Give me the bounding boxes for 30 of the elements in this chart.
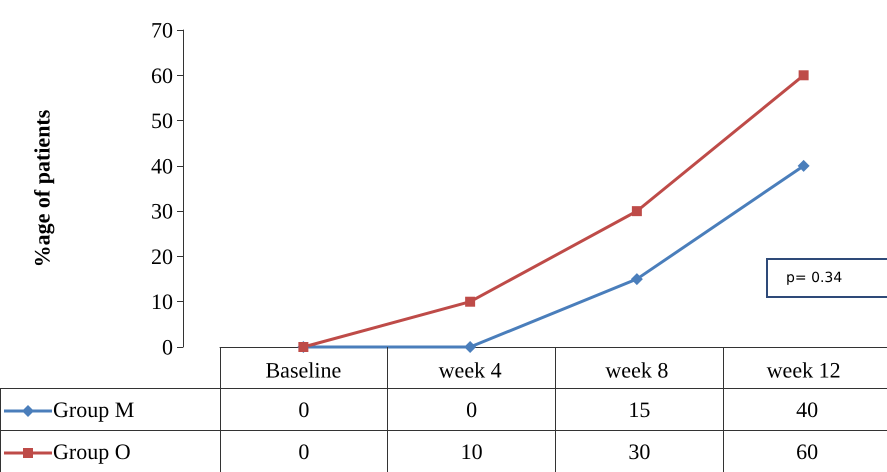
point (632, 206, 642, 216)
point (464, 341, 476, 353)
y-tick-label: 60 (151, 62, 173, 88)
point (798, 70, 809, 80)
data-label: 0 (220, 430, 388, 472)
data-label: 60 (723, 430, 887, 472)
x-tick-label: week 8 (605, 358, 668, 382)
x-tick-label: week 4 (438, 358, 502, 382)
y-tick-label: 30 (151, 198, 173, 224)
data-label: 15 (556, 388, 724, 430)
x-tick-label: week 12 (766, 358, 841, 382)
y-tick-label: 50 (151, 108, 173, 134)
point (798, 160, 810, 172)
point (630, 273, 643, 286)
annotation: p= 0.34 (766, 258, 887, 298)
y-tick-label: 0 (162, 334, 173, 360)
y-axis-title: %age of patients (30, 109, 54, 268)
y-tick-label: 40 (151, 153, 173, 178)
y-tick-label: 70 (151, 18, 173, 42)
legend-label: Group O (53, 438, 131, 464)
y-tick-label: 20 (151, 244, 173, 269)
data-label: 10 (388, 430, 556, 472)
legend-label: Group M (53, 396, 134, 422)
data-label: 0 (220, 388, 388, 430)
y-tick-label: 10 (151, 289, 173, 314)
x-tick-label: Baseline (265, 358, 342, 382)
point (465, 296, 476, 307)
data-label: 0 (388, 388, 556, 430)
data-label: 30 (556, 430, 724, 472)
data-label: 40 (723, 388, 887, 430)
